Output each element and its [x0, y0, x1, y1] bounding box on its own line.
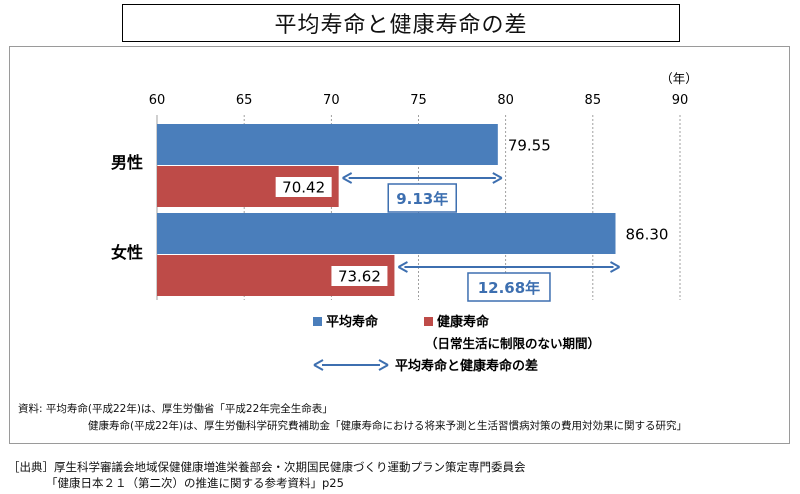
x-tick-label: 60 — [149, 93, 166, 108]
gap-arrow-head-right — [492, 172, 503, 184]
category-label: 男性 — [111, 153, 143, 172]
bar-avg-life — [157, 124, 498, 165]
x-tick-label: 70 — [323, 93, 340, 108]
x-tick-label: 85 — [585, 93, 602, 108]
chart-title: 平均寿命と健康寿命の差 — [122, 4, 680, 42]
citation: ［出典］厚生科学審議会地域保健健康増進栄養部会・次期国民健康づくり運動プラン策定… — [8, 459, 526, 491]
bar-label-healthy: 70.42 — [282, 179, 325, 197]
gap-arrow-head-right — [610, 261, 620, 273]
source-note-line-2: 健康寿命(平成22年)は、厚生労働科学研究費補助金「健康寿命における将来予測と生… — [88, 420, 688, 432]
legend-arrow-head-right — [378, 359, 389, 371]
bar-label-bg — [331, 266, 388, 286]
gap-box — [467, 272, 551, 302]
x-tick-label: 80 — [497, 93, 514, 108]
legend-swatch-health — [424, 317, 433, 326]
legend-arrow-head-left — [313, 359, 324, 371]
gap-box — [387, 183, 457, 213]
legend-sub-health: （日常生活に制限のない期間） — [425, 336, 600, 351]
legend-label-avg: 平均寿命 — [326, 314, 379, 330]
category-label: 女性 — [111, 243, 143, 262]
bar-avg-life — [157, 213, 616, 254]
bar-label-bg — [275, 177, 332, 197]
chart-title-text: 平均寿命と健康寿命の差 — [274, 13, 528, 38]
bar-label-healthy: 73.62 — [338, 268, 381, 286]
x-tick-label: 75 — [410, 93, 427, 108]
legend-label-health: 健康寿命 — [437, 314, 490, 330]
source-note-line-1: 資料: 平均寿命(平成22年)は、厚生労働省「平成22年完全生命表」 — [18, 403, 333, 415]
legend-swatch-avg — [313, 317, 322, 326]
unit-label: （年） — [660, 71, 698, 86]
bar-label-avg: 86.30 — [625, 226, 668, 244]
gap-value: 12.68年 — [478, 279, 540, 297]
gap-arrow-head-left — [342, 172, 353, 184]
gap-value: 9.13年 — [396, 190, 448, 208]
citation-line-1: ［出典］厚生科学審議会地域保健健康増進栄養部会・次期国民健康づくり運動プラン策定… — [8, 460, 526, 474]
x-tick-label: 65 — [236, 93, 253, 108]
bar-label-avg: 79.55 — [508, 137, 551, 155]
gap-arrow-head-left — [397, 261, 408, 273]
legend-label-gap: 平均寿命と健康寿命の差 — [395, 358, 538, 374]
source-note: 資料: 平均寿命(平成22年)は、厚生労働省「平成22年完全生命表」 健康寿命(… — [18, 401, 687, 435]
citation-line-2: 「健康日本２１（第二次）の推進に関する参考資料」p25 — [46, 476, 344, 490]
x-tick-label: 90 — [672, 93, 689, 108]
chart-panel — [9, 46, 790, 444]
